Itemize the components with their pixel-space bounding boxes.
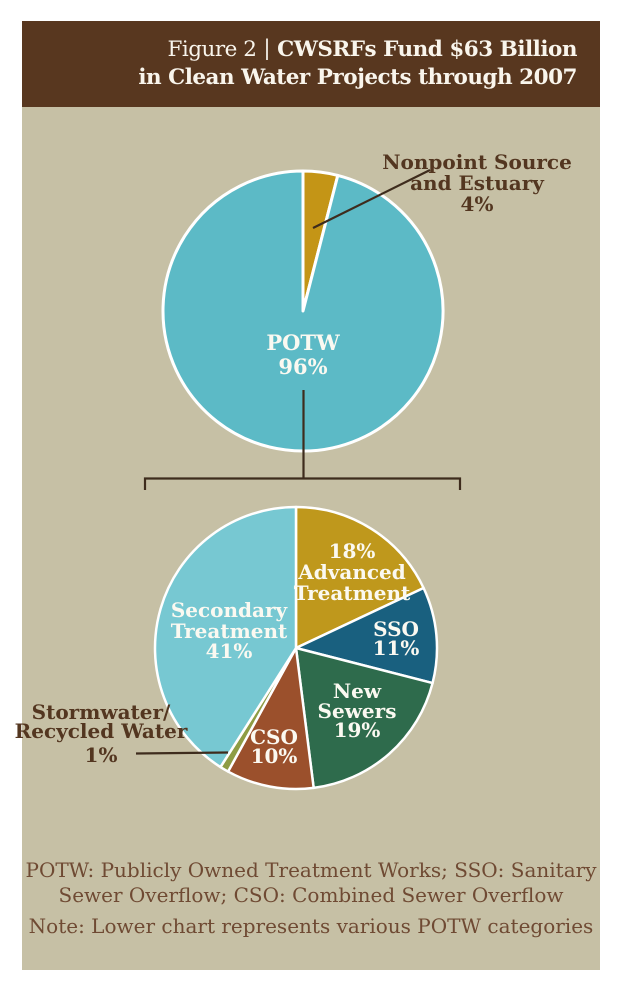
potw-value: 96%: [278, 354, 328, 379]
footnote-abbreviations-line2: Sewer Overflow; CSO: Combined Sewer Over…: [58, 883, 564, 907]
cso-value: 10%: [250, 744, 298, 768]
figure-header: Figure 2 | CWSRFs Fund $63 Billion in Clea…: [22, 21, 600, 107]
slice-label-cso: CSO 10%: [250, 725, 298, 768]
footnote-note: Note: Lower chart represents various POT…: [28, 914, 594, 938]
new-sewers-value: 19%: [333, 718, 381, 742]
figure-title-line2: in Clean Water Projects through 2007: [138, 65, 577, 90]
sso-value: 11%: [372, 636, 420, 660]
pie-slice-secondary-treatment: [153, 505, 298, 769]
footnote-block: POTW: Publicly Owned Treatment Works; SS…: [22, 858, 600, 939]
chart-panel: POTW 96% Nonpoint Source and Estuary 4% …: [15, 107, 600, 970]
nonpoint-label-line2: and Estuary: [410, 171, 544, 195]
cso-label-text: CSO: [250, 725, 298, 749]
nonpoint-label-line1: Nonpoint Source: [382, 150, 572, 174]
pie-slice-potw: [161, 169, 445, 453]
stormwater-label-line1: Stormwater/: [31, 700, 171, 724]
slice-label-secondary-treatment: Secondary Treatment 41%: [171, 600, 288, 662]
figure-title-bold: CWSRFs Fund $63 Billion: [277, 37, 577, 62]
secondary-value: 41%: [205, 639, 253, 663]
slice-label-advanced-treatment: 18% Advanced Treatment: [294, 541, 411, 604]
secondary-label-line1: Secondary: [170, 598, 288, 622]
secondary-label-line2: Treatment: [170, 618, 288, 643]
slice-label-new-sewers: New Sewers 19%: [317, 679, 397, 742]
pie-slice-new-sewers: [294, 646, 434, 790]
stormwater-callout: Stormwater/ Recycled Water 1%: [14, 700, 188, 767]
slice-label-potw: POTW 96%: [266, 331, 339, 379]
pie-slice-sso: [294, 586, 439, 685]
advanced-label-line2: Treatment: [293, 581, 411, 605]
slice-label-sso: SSO 11%: [372, 617, 420, 660]
bottom-pie-chart: [153, 505, 439, 791]
potw-bracket: [143, 477, 462, 490]
advanced-label-line1: Advanced: [298, 560, 406, 584]
stormwater-value: 1%: [84, 743, 118, 767]
sso-label-text: SSO: [373, 617, 419, 641]
footnote-abbreviations-line1: POTW: Publicly Owned Treatment Works; SS…: [25, 858, 597, 882]
figure-number-label: Figure 2: [167, 37, 257, 62]
pie-slice-cso: [226, 646, 315, 791]
advanced-value: 18%: [328, 539, 376, 563]
new-sewers-label-line1: New: [332, 679, 382, 703]
potw-label-text: POTW: [266, 330, 340, 355]
pie-slice-advanced-treatment: [294, 505, 425, 650]
nonpoint-value: 4%: [460, 192, 494, 216]
new-sewers-label-line2: Sewers: [317, 698, 397, 723]
title-separator: |: [263, 36, 271, 61]
stormwater-label-line2: Recycled Water: [14, 718, 188, 743]
figure-title-line1: Figure 2 | CWSRFs Fund $63 Billion: [167, 36, 577, 64]
nonpoint-callout: Nonpoint Source and Estuary 4%: [382, 152, 572, 215]
